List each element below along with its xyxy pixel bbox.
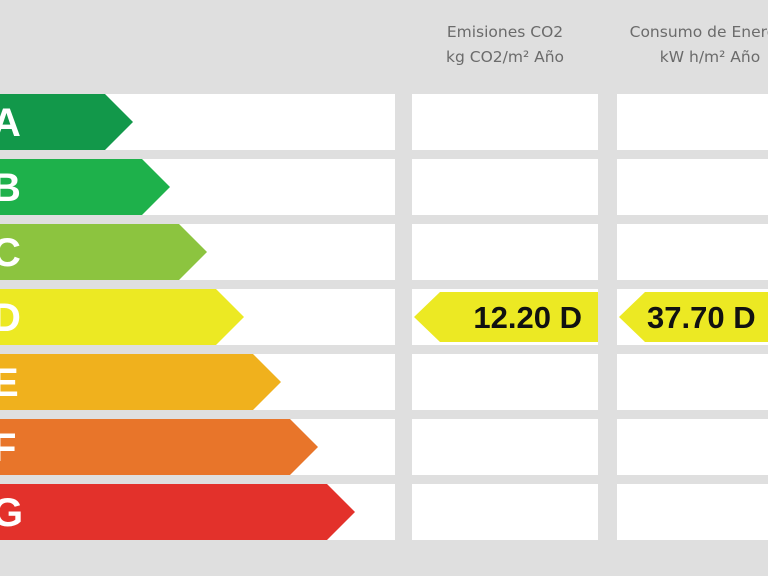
rating-letter: G xyxy=(0,491,24,535)
rating-bar-g: G xyxy=(0,484,355,540)
consumption-cell-f xyxy=(617,419,768,475)
indicator-arrow-shape xyxy=(619,292,768,342)
indicator-value: 12.20 D xyxy=(473,300,582,335)
rating-letter: C xyxy=(0,231,21,275)
rating-letter: A xyxy=(0,101,21,145)
rating-arrow-shape xyxy=(0,354,281,410)
indicator-arrow-shape xyxy=(414,292,598,342)
rating-letter: F xyxy=(0,426,17,470)
header-emissions-title: Emisiones CO2 xyxy=(446,23,564,41)
rating-bar-d: D xyxy=(0,289,244,345)
header-emissions: Emisiones CO2 kg CO2/m² Año xyxy=(412,20,598,70)
rating-bar-e: E xyxy=(0,354,281,410)
rating-arrow-shape xyxy=(0,159,170,215)
emissions-cell-g xyxy=(412,484,598,540)
rating-bar-b: B xyxy=(0,159,170,215)
rating-arrow-shape xyxy=(0,419,318,475)
rating-letter: D xyxy=(0,296,21,340)
emissions-cell-c xyxy=(412,224,598,280)
rating-bar-f: F xyxy=(0,419,318,475)
consumption-cell-e xyxy=(617,354,768,410)
consumption-cell-a xyxy=(617,94,768,150)
rating-letter: E xyxy=(0,361,19,405)
emissions-indicator: 12.20 D xyxy=(414,292,598,342)
header-emissions-unit: kg CO2/m² Año xyxy=(446,48,564,66)
rating-bar-c: C xyxy=(0,224,207,280)
consumption-indicator: 37.70 D xyxy=(619,292,768,342)
emissions-cell-f xyxy=(412,419,598,475)
indicator-value: 37.70 D xyxy=(647,300,756,335)
emissions-cell-b xyxy=(412,159,598,215)
rating-arrow-shape xyxy=(0,289,244,345)
consumption-cell-g xyxy=(617,484,768,540)
consumption-cell-b xyxy=(617,159,768,215)
rating-letter: B xyxy=(0,166,21,210)
header-consumption: Consumo de Energía kW h/m² Año xyxy=(617,20,768,70)
header-consumption-unit: kW h/m² Año xyxy=(659,48,761,66)
rating-bar-a: A xyxy=(0,94,133,150)
emissions-cell-a xyxy=(412,94,598,150)
rating-arrow-shape xyxy=(0,224,207,280)
rating-arrow-shape xyxy=(0,484,355,540)
emissions-cell-e xyxy=(412,354,598,410)
header-consumption-title: Consumo de Energía xyxy=(629,23,768,41)
consumption-cell-c xyxy=(617,224,768,280)
rating-arrow-shape xyxy=(0,94,133,150)
